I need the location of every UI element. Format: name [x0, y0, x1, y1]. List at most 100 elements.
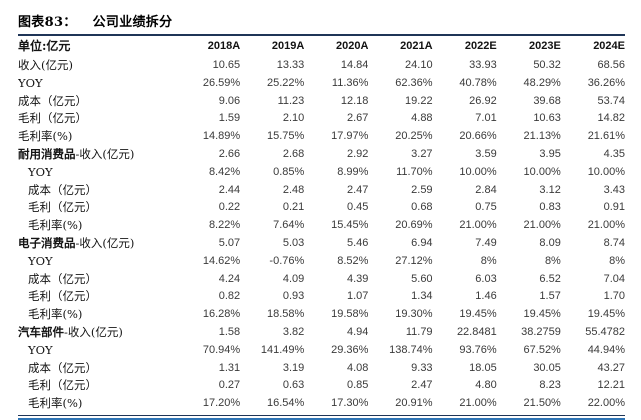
performance-breakdown-table: 单位:亿元 2018A 2019A 2020A 2021A 2022E 2023E 2024… [18, 36, 625, 413]
cell-value: 1.46 [475, 290, 497, 303]
cell-value: 0.83 [539, 201, 561, 214]
cell-value: 43.27 [597, 361, 625, 374]
year-column-header: 2021A [400, 40, 433, 52]
year-column-header: 2022E [464, 40, 497, 52]
table-row: 毛利（亿元） 1.59 2.10 2.67 4.88 7.01 10.63 14.82 [18, 110, 625, 128]
cell-value: 1.59 [218, 112, 241, 125]
year-column-header: 2020A [336, 40, 369, 52]
cell-value: 40.78% [459, 76, 497, 89]
cell-value: 3.82 [282, 325, 305, 338]
cell-value: 11.36% [331, 76, 369, 89]
row-label: 毛利率(%) [28, 218, 83, 233]
table-row: 毛利（亿元） 0.27 0.63 0.85 2.47 4.80 8.23 12.21 [18, 377, 625, 395]
cell-value: 0.45 [347, 201, 369, 214]
table-row: YOY 26.59% 25.22% 11.36% 62.36% 40.78% 48.29% 3… [18, 75, 625, 93]
cell-value: 10.63 [533, 112, 561, 125]
cell-value: 3.12 [539, 183, 561, 196]
cell-value: 18.58% [266, 308, 305, 321]
cell-value: 16.54% [266, 397, 305, 410]
cell-value: 48.29% [523, 76, 561, 89]
cell-value: 5.03 [282, 236, 305, 249]
cell-value: 55.4782 [585, 325, 625, 338]
cell-value: 26.92 [469, 94, 497, 107]
cell-value: -0.76% [269, 254, 305, 267]
cell-value: 10.65 [212, 59, 241, 71]
cell-value: 8% [609, 254, 625, 267]
cell-value: 4.24 [218, 272, 241, 285]
row-label: YOY [28, 164, 53, 179]
cell-value: 3.95 [539, 147, 561, 160]
year-column-header: 2019A [271, 40, 305, 52]
row-label: 毛利率(%) [28, 396, 83, 411]
cell-value: 22.00% [587, 397, 625, 410]
figure-number-label: 图表83： [18, 15, 77, 30]
table-row: YOY 8.42% 0.85% 8.99% 11.70% 10.00% 10.00% 10.0… [18, 164, 625, 182]
row-label: 毛利（亿元） [28, 289, 97, 304]
cell-value: 6.94 [411, 236, 433, 249]
cell-value: 20.66% [459, 130, 497, 143]
cell-value: 11.79 [405, 325, 433, 338]
cell-value: 15.45% [331, 219, 369, 232]
cell-value: 19.58% [331, 308, 369, 321]
cell-value: 6.03 [475, 272, 497, 285]
cell-value: 26.59% [202, 76, 241, 89]
cell-value: 17.20% [202, 397, 241, 410]
cell-value: 53.74 [597, 94, 625, 107]
cell-value: 2.59 [411, 183, 433, 196]
cell-value: 1.57 [539, 290, 561, 303]
table-row: 耐用消费品-收入(亿元) 2.66 2.68 2.92 3.27 3.59 3.95 4.35 [18, 146, 625, 164]
cell-value: 19.45% [587, 308, 625, 321]
cell-value: 21.00% [459, 219, 497, 232]
row-label: 成本（亿元） [28, 271, 97, 286]
cell-value: 3.59 [475, 147, 497, 160]
year-column-header: 2024E [593, 40, 625, 52]
cell-value: 68.56 [597, 59, 625, 71]
row-label: YOY [28, 253, 53, 268]
cell-value: 39.68 [533, 94, 561, 107]
year-column-header: 2018A [207, 40, 241, 52]
table-row: 毛利率(%) 17.20% 16.54% 17.30% 20.91% 21.00% 21.5… [18, 395, 625, 413]
cell-value: 0.22 [218, 201, 241, 214]
row-label: 毛利率(%) [28, 307, 83, 322]
row-label: 电子消费品-收入(亿元) [18, 235, 135, 250]
row-label: YOY [18, 75, 43, 90]
cell-value: 10.00% [587, 165, 625, 178]
cell-value: 2.10 [282, 112, 305, 125]
cell-value: 19.45% [459, 308, 497, 321]
cell-value: 11.70% [396, 165, 433, 178]
cell-value: 14.82 [597, 112, 625, 125]
row-label: 毛利（亿元） [28, 200, 97, 215]
cell-value: 1.34 [411, 290, 433, 303]
cell-value: 38.2759 [521, 325, 561, 338]
cell-value: 5.60 [411, 272, 433, 285]
row-label: 收入(亿元) [18, 58, 73, 72]
cell-value: 21.00% [459, 397, 497, 410]
cell-value: 16.28% [202, 308, 241, 321]
cell-value: 4.09 [282, 272, 305, 285]
cell-value: 2.44 [218, 183, 241, 196]
cell-value: 24.10 [405, 59, 433, 71]
cell-value: 2.47 [411, 379, 433, 392]
cell-value: 21.50% [523, 397, 561, 410]
cell-value: 5.07 [218, 236, 241, 249]
table-row: 成本（亿元） 4.24 4.09 4.39 5.60 6.03 6.52 7.04 [18, 271, 625, 289]
cell-value: 6.52 [539, 272, 561, 285]
cell-value: 8% [544, 254, 561, 267]
cell-value: 44.94% [587, 343, 625, 356]
cell-value: 7.01 [475, 112, 497, 125]
row-label: 耐用消费品-收入(亿元) [18, 146, 135, 161]
cell-value: 15.75% [266, 130, 305, 143]
cell-value: 8.09 [539, 236, 561, 249]
cell-value: 21.13% [523, 130, 561, 143]
cell-value: 8% [480, 254, 497, 267]
cell-value: 10.00% [523, 165, 561, 178]
table-row: 成本（亿元） 2.44 2.48 2.47 2.59 2.84 3.12 3.43 [18, 182, 625, 200]
row-label: 成本（亿元） [28, 182, 97, 197]
cell-value: 17.30% [331, 397, 369, 410]
cell-value: 2.47 [347, 183, 369, 196]
cell-value: 3.19 [282, 361, 305, 374]
row-label: 成本（亿元） [18, 93, 87, 108]
cell-value: 0.93 [282, 290, 305, 303]
row-label: 毛利（亿元） [18, 111, 87, 126]
